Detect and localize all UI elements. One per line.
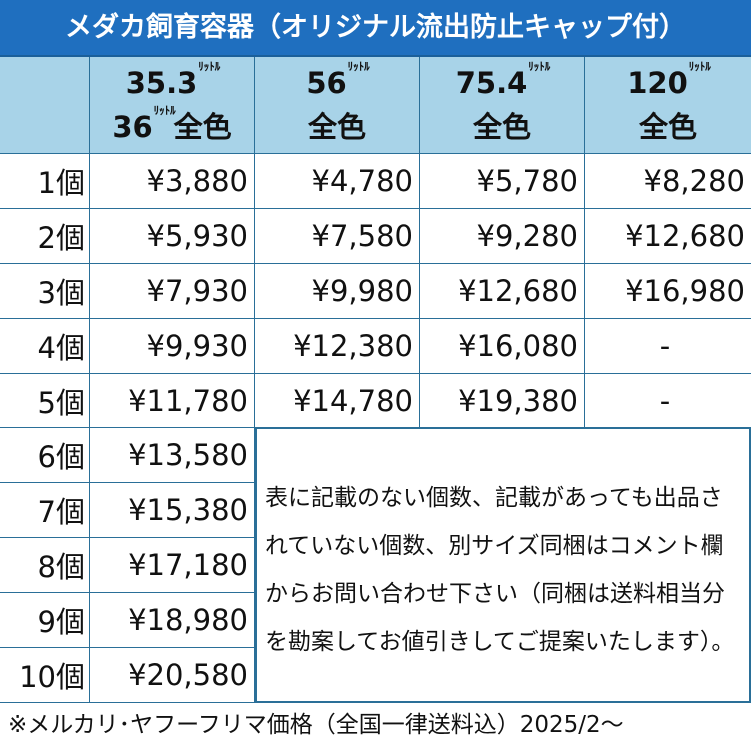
price-cell: -: [585, 374, 751, 429]
price-cell: ¥16,080: [420, 318, 585, 374]
price-cell: ¥5,930: [90, 208, 255, 264]
price-cell: ¥9,930: [90, 318, 255, 374]
header-unit: ﾘｯﾄﾙ: [347, 60, 370, 73]
price-cell: ¥12,680: [585, 209, 751, 264]
price-cell: ¥7,580: [255, 208, 420, 264]
header-corner: [0, 57, 90, 154]
price-cell: ¥15,380: [90, 483, 255, 539]
price-cell: ¥7,930: [90, 263, 255, 319]
price-cell: ¥8,280: [585, 154, 751, 209]
price-cell: ¥12,380: [255, 318, 420, 374]
quantity-cell: 6個: [0, 428, 90, 484]
header-capacity: 56: [306, 66, 347, 100]
price-cell: ¥9,280: [420, 208, 585, 264]
quantity-cell: 8個: [0, 538, 90, 594]
price-cell: ¥19,380: [420, 373, 585, 429]
header-capacity: 75.4: [455, 66, 528, 100]
header-color: 全色: [472, 110, 531, 144]
page-title: メダカ飼育容器（オリジナル流出防止キャップ付）: [0, 0, 751, 55]
price-cell: ¥5,780: [420, 154, 585, 209]
price-table: 35.3ﾘｯﾄﾙ 36ﾘｯﾄﾙ全色 56ﾘｯﾄﾙ 全色 75.4ﾘｯﾄﾙ 全色 …: [0, 55, 751, 703]
footer-note: ※メルカリ･ヤフーフリマ価格（全国一律送料込）2025/2～: [8, 712, 624, 738]
header-col-1: 35.3ﾘｯﾄﾙ 36ﾘｯﾄﾙ全色: [90, 57, 255, 154]
quantity-cell: 1個: [0, 154, 90, 209]
price-cell: ¥11,780: [90, 373, 255, 429]
header-unit: ﾘｯﾄﾙ: [153, 104, 176, 117]
header-unit: ﾘｯﾄﾙ: [528, 60, 551, 73]
header-color: 全色: [173, 110, 232, 144]
price-cell: ¥4,780: [255, 154, 420, 209]
quantity-cell: 4個: [0, 318, 90, 374]
quantity-cell: 10個: [0, 648, 90, 703]
price-cell: ¥3,880: [90, 154, 255, 209]
header-unit: ﾘｯﾄﾙ: [688, 60, 711, 73]
quantity-cell: 7個: [0, 483, 90, 539]
price-cell: ¥14,780: [255, 373, 420, 429]
quantity-cell: 5個: [0, 373, 90, 429]
header-capacity-alt: 36: [112, 110, 153, 144]
price-cell: ¥12,680: [420, 263, 585, 319]
header-capacity: 120: [627, 66, 688, 100]
note-text: 表に記載のない個数、記載があっても出品されていない個数、別サイズ同梱はコメント欄…: [255, 428, 751, 703]
price-cell: ¥9,980: [255, 263, 420, 319]
price-cell: -: [585, 319, 751, 374]
price-cell: ¥18,980: [90, 593, 255, 649]
quantity-cell: 3個: [0, 263, 90, 319]
price-cell: ¥20,580: [90, 648, 255, 703]
quantity-cell: 2個: [0, 208, 90, 264]
quantity-cell: 9個: [0, 593, 90, 649]
price-cell: ¥17,180: [90, 538, 255, 594]
header-color: 全色: [638, 110, 697, 144]
header-color: 全色: [307, 110, 366, 144]
header-unit: ﾘｯﾄﾙ: [198, 60, 221, 73]
price-cell: ¥13,580: [90, 428, 255, 484]
header-col-4: 120ﾘｯﾄﾙ 全色: [585, 57, 751, 154]
header-col-3: 75.4ﾘｯﾄﾙ 全色: [420, 57, 585, 154]
header-col-2: 56ﾘｯﾄﾙ 全色: [255, 57, 420, 154]
header-capacity: 35.3: [125, 66, 198, 100]
price-cell: ¥16,980: [585, 264, 751, 319]
